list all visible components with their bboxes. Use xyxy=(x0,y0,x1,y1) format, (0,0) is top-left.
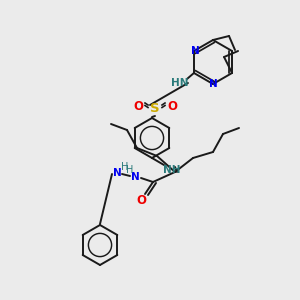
Text: HN: HN xyxy=(171,78,189,88)
Text: N: N xyxy=(208,79,217,89)
Text: N: N xyxy=(130,172,140,182)
Text: O: O xyxy=(136,194,146,208)
Text: N: N xyxy=(190,46,199,56)
Text: N: N xyxy=(112,168,122,178)
Text: NH: NH xyxy=(163,165,181,175)
Text: S: S xyxy=(150,101,160,115)
Text: O: O xyxy=(133,100,143,112)
Text: H: H xyxy=(121,162,129,172)
Text: O: O xyxy=(167,100,177,112)
Text: H: H xyxy=(126,165,134,175)
